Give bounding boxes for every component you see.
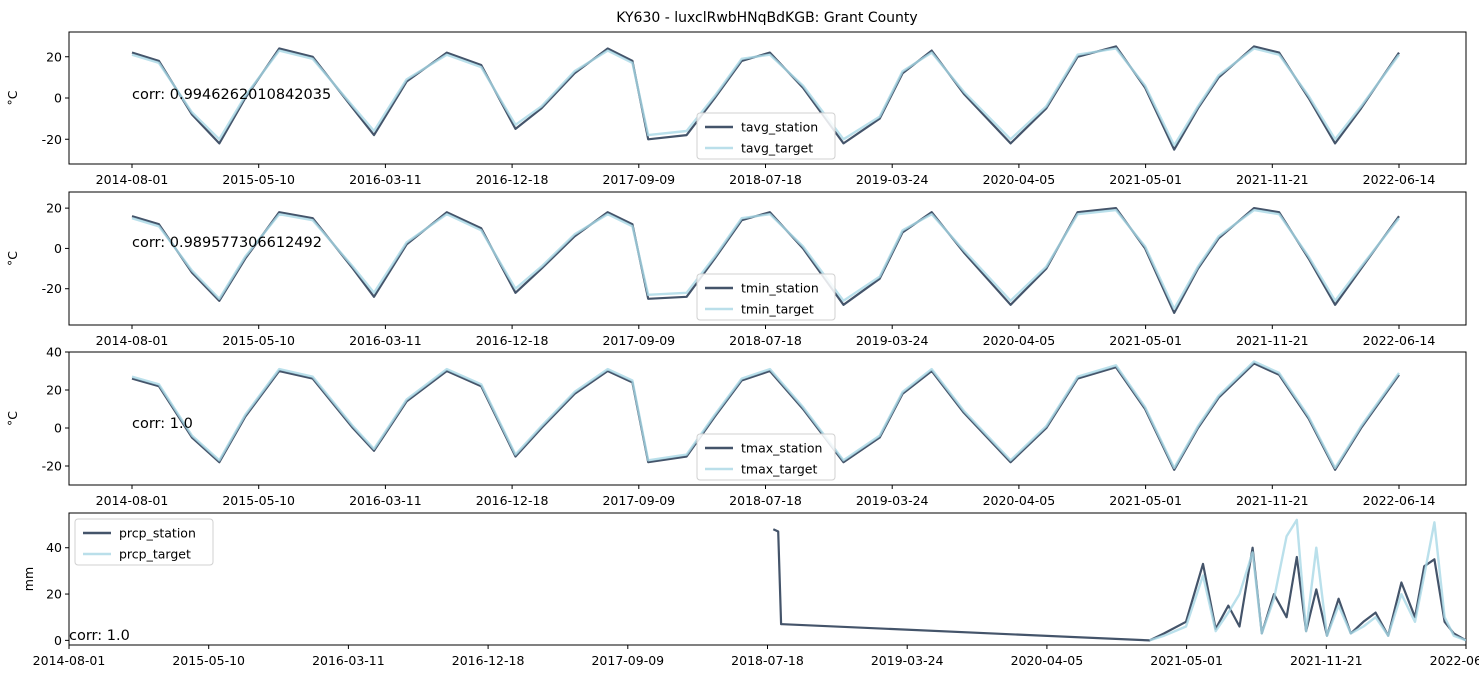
x-tick-label: 2021-11-21 (1236, 493, 1309, 508)
x-tick-label: 2018-07-18 (729, 333, 802, 348)
x-tick-label: 2017-09-09 (602, 333, 675, 348)
x-tick-label: 2020-04-05 (983, 493, 1056, 508)
corr-label: corr: 1.0 (69, 628, 130, 644)
y-axis-label: °C (5, 90, 20, 105)
x-tick-label: 2016-03-11 (349, 493, 422, 508)
panel-2: -20 0 20 2014-08-01 2015-05-10 2016-03-11 2016… (5, 191, 1467, 348)
corr-label: corr: 0.989577306612492 (132, 235, 322, 251)
series-line-prcp_target (1149, 518, 1466, 642)
x-tick-label: 2016-03-11 (349, 333, 422, 348)
chart-title: KY630 - luxclRwbHNqBdKGB: Grant County (616, 10, 917, 26)
x-tick-label: 2017-09-09 (602, 493, 675, 508)
y-tick-label: 20 (46, 49, 62, 64)
x-tick-label: 2020-04-05 (1011, 653, 1084, 668)
x-tick-label: 2022-06-14 (1363, 172, 1436, 187)
x-tick-label: 2022-06-14 (1363, 493, 1436, 508)
y-tick-label: 40 (46, 345, 62, 360)
x-tick-label: 2015-05-10 (222, 493, 295, 508)
panel-3: -20 0 20 40 2014-08-01 2015-05-10 2016-03-11 20… (5, 345, 1467, 508)
panel-1: -20 0 20 2014-08-01 2015-05-10 2016-03-11 2016… (5, 31, 1467, 187)
y-tick-label: 0 (54, 241, 62, 256)
legend-label: prcp_station (119, 526, 196, 541)
legend: prcp_station prcp_target (74, 518, 214, 566)
x-tick-label: 2021-11-21 (1290, 653, 1363, 668)
y-tick-label: -20 (42, 281, 62, 296)
x-tick-label: 2014-08-01 (96, 333, 169, 348)
x-tick-label: 2021-11-21 (1236, 172, 1309, 187)
axes-frame (68, 191, 1467, 326)
x-tick-label: 2016-12-18 (476, 333, 549, 348)
legend: tavg_station tavg_target (696, 112, 836, 160)
x-tick-label: 2019-03-24 (856, 493, 929, 508)
legend-label: tmin_target (741, 302, 814, 317)
corr-label: corr: 0.9946262010842035 (132, 87, 331, 103)
axes-frame (68, 351, 1467, 486)
legend-label: tavg_station (741, 120, 818, 135)
x-tick-label: 2018-07-18 (731, 653, 804, 668)
x-tick-label: 2014-08-01 (96, 172, 169, 187)
x-tick-label: 2015-05-10 (222, 172, 295, 187)
y-tick-label: 0 (54, 633, 62, 648)
y-axis-label: °C (5, 411, 20, 426)
x-tick-label: 2016-03-11 (349, 172, 422, 187)
x-tick-label: 2021-05-01 (1109, 172, 1182, 187)
y-tick-label: 0 (54, 91, 62, 106)
y-axis-label: mm (21, 567, 36, 591)
y-axis-label: °C (5, 251, 20, 266)
x-tick-label: 2016-03-11 (312, 653, 385, 668)
y-tick-label: 20 (46, 201, 62, 216)
x-tick-label: 2017-09-09 (591, 653, 664, 668)
legend-label: prcp_target (119, 547, 191, 562)
x-tick-label: 2016-12-18 (476, 172, 549, 187)
x-tick-label: 2019-03-24 (871, 653, 944, 668)
x-tick-label: 2016-12-18 (476, 493, 549, 508)
y-tick-label: -20 (42, 132, 62, 147)
x-tick-label: 2017-09-09 (602, 172, 675, 187)
x-tick-label: 2021-11-21 (1236, 333, 1309, 348)
legend-label: tmin_station (741, 281, 819, 296)
x-tick-label: 2018-07-18 (729, 493, 802, 508)
legend-label: tmax_target (741, 462, 817, 477)
x-tick-label: 2019-03-24 (856, 172, 929, 187)
corr-label: corr: 1.0 (132, 416, 193, 432)
x-tick-label: 2020-04-05 (983, 333, 1056, 348)
x-tick-label: 2015-05-10 (222, 333, 295, 348)
legend-label: tmax_station (741, 441, 822, 456)
x-tick-label: 2014-08-01 (96, 493, 169, 508)
x-tick-label: 2014-08-01 (33, 653, 106, 668)
x-tick-label: 2021-05-01 (1109, 493, 1182, 508)
series-line-tmax_target (131, 360, 1400, 470)
legend: tmin_station tmin_target (696, 273, 836, 321)
x-tick-label: 2022-06-14 (1363, 333, 1436, 348)
legend: tmax_station tmax_target (696, 433, 836, 481)
y-tick-label: 40 (46, 540, 62, 555)
x-tick-label: 2021-05-01 (1150, 653, 1223, 668)
y-tick-label: -20 (42, 459, 62, 474)
series-line-tavg_target (131, 47, 1400, 147)
x-tick-label: 2021-05-01 (1109, 333, 1182, 348)
legend-label: tavg_target (741, 141, 813, 156)
panel-4: 0 20 40 2014-08-01 2015-05-10 2016-03-11 2016-… (21, 512, 1479, 668)
y-tick-label: 20 (46, 383, 62, 398)
x-tick-label: 2016-12-18 (452, 653, 525, 668)
y-tick-label: 0 (54, 421, 62, 436)
x-tick-label: 2022-06-14 (1430, 653, 1479, 668)
series-line-tmin_target (131, 208, 1400, 311)
x-tick-label: 2020-04-05 (983, 172, 1056, 187)
x-tick-label: 2015-05-10 (172, 653, 245, 668)
x-tick-label: 2019-03-24 (856, 333, 929, 348)
x-tick-label: 2018-07-18 (729, 172, 802, 187)
y-tick-label: 20 (46, 587, 62, 602)
series-line-prcp_station (772, 528, 1466, 642)
